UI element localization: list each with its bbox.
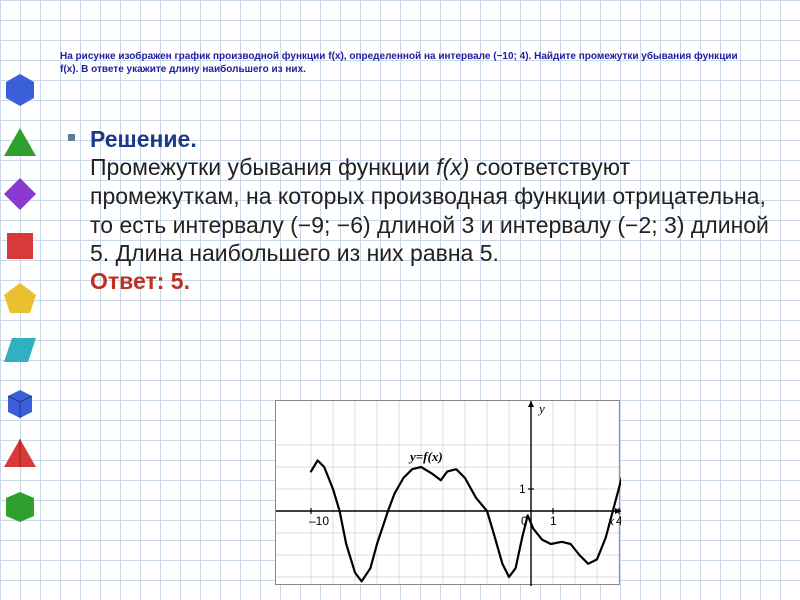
bullet-icon — [68, 134, 75, 141]
cube-icon — [0, 382, 40, 422]
svg-text:1: 1 — [519, 482, 526, 496]
svg-text:–10: –10 — [309, 514, 329, 528]
solution-text-1: Промежутки убывания функции — [90, 154, 436, 180]
svg-text:4: 4 — [616, 514, 621, 528]
shapes-sidebar — [0, 0, 48, 600]
task-line1: На рисунке изображен график производной … — [60, 51, 738, 62]
svg-text:x: x — [607, 513, 614, 528]
chart-svg: y x y=f(x) –10 0 1 4 1 — [276, 401, 621, 586]
svg-text:y=f(x): y=f(x) — [408, 449, 443, 464]
parallelogram-icon — [0, 330, 40, 370]
svg-text:1: 1 — [550, 514, 557, 528]
svg-text:y: y — [537, 401, 545, 416]
pentagon-icon — [0, 278, 40, 318]
task-line2: f(x). В ответе укажите длину наибольшего… — [60, 64, 306, 75]
derivative-chart: y x y=f(x) –10 0 1 4 1 — [275, 400, 620, 585]
prism-icon — [0, 486, 40, 526]
svg-text:0: 0 — [521, 514, 528, 528]
solution-body: Промежутки убывания функции f(x) соответ… — [90, 154, 769, 266]
answer-text: Ответ: 5. — [90, 268, 190, 294]
square-icon — [0, 226, 40, 266]
task-statement: На рисунке изображен график производной … — [60, 50, 760, 76]
triangle-icon — [0, 122, 40, 162]
hexagon-icon — [0, 70, 40, 110]
diamond-icon — [0, 174, 40, 214]
solution-title: Решение. — [90, 126, 197, 152]
pyramid-icon — [0, 434, 40, 474]
solution-fx: f(x) — [436, 154, 469, 180]
solution-block: Решение. Промежутки убывания функции f(x… — [60, 126, 780, 295]
main-content: На рисунке изображен график производной … — [60, 50, 780, 295]
